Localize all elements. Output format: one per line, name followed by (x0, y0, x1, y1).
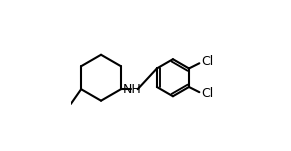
Text: NH: NH (123, 83, 141, 96)
Text: Cl: Cl (202, 87, 214, 100)
Text: Cl: Cl (202, 55, 214, 68)
